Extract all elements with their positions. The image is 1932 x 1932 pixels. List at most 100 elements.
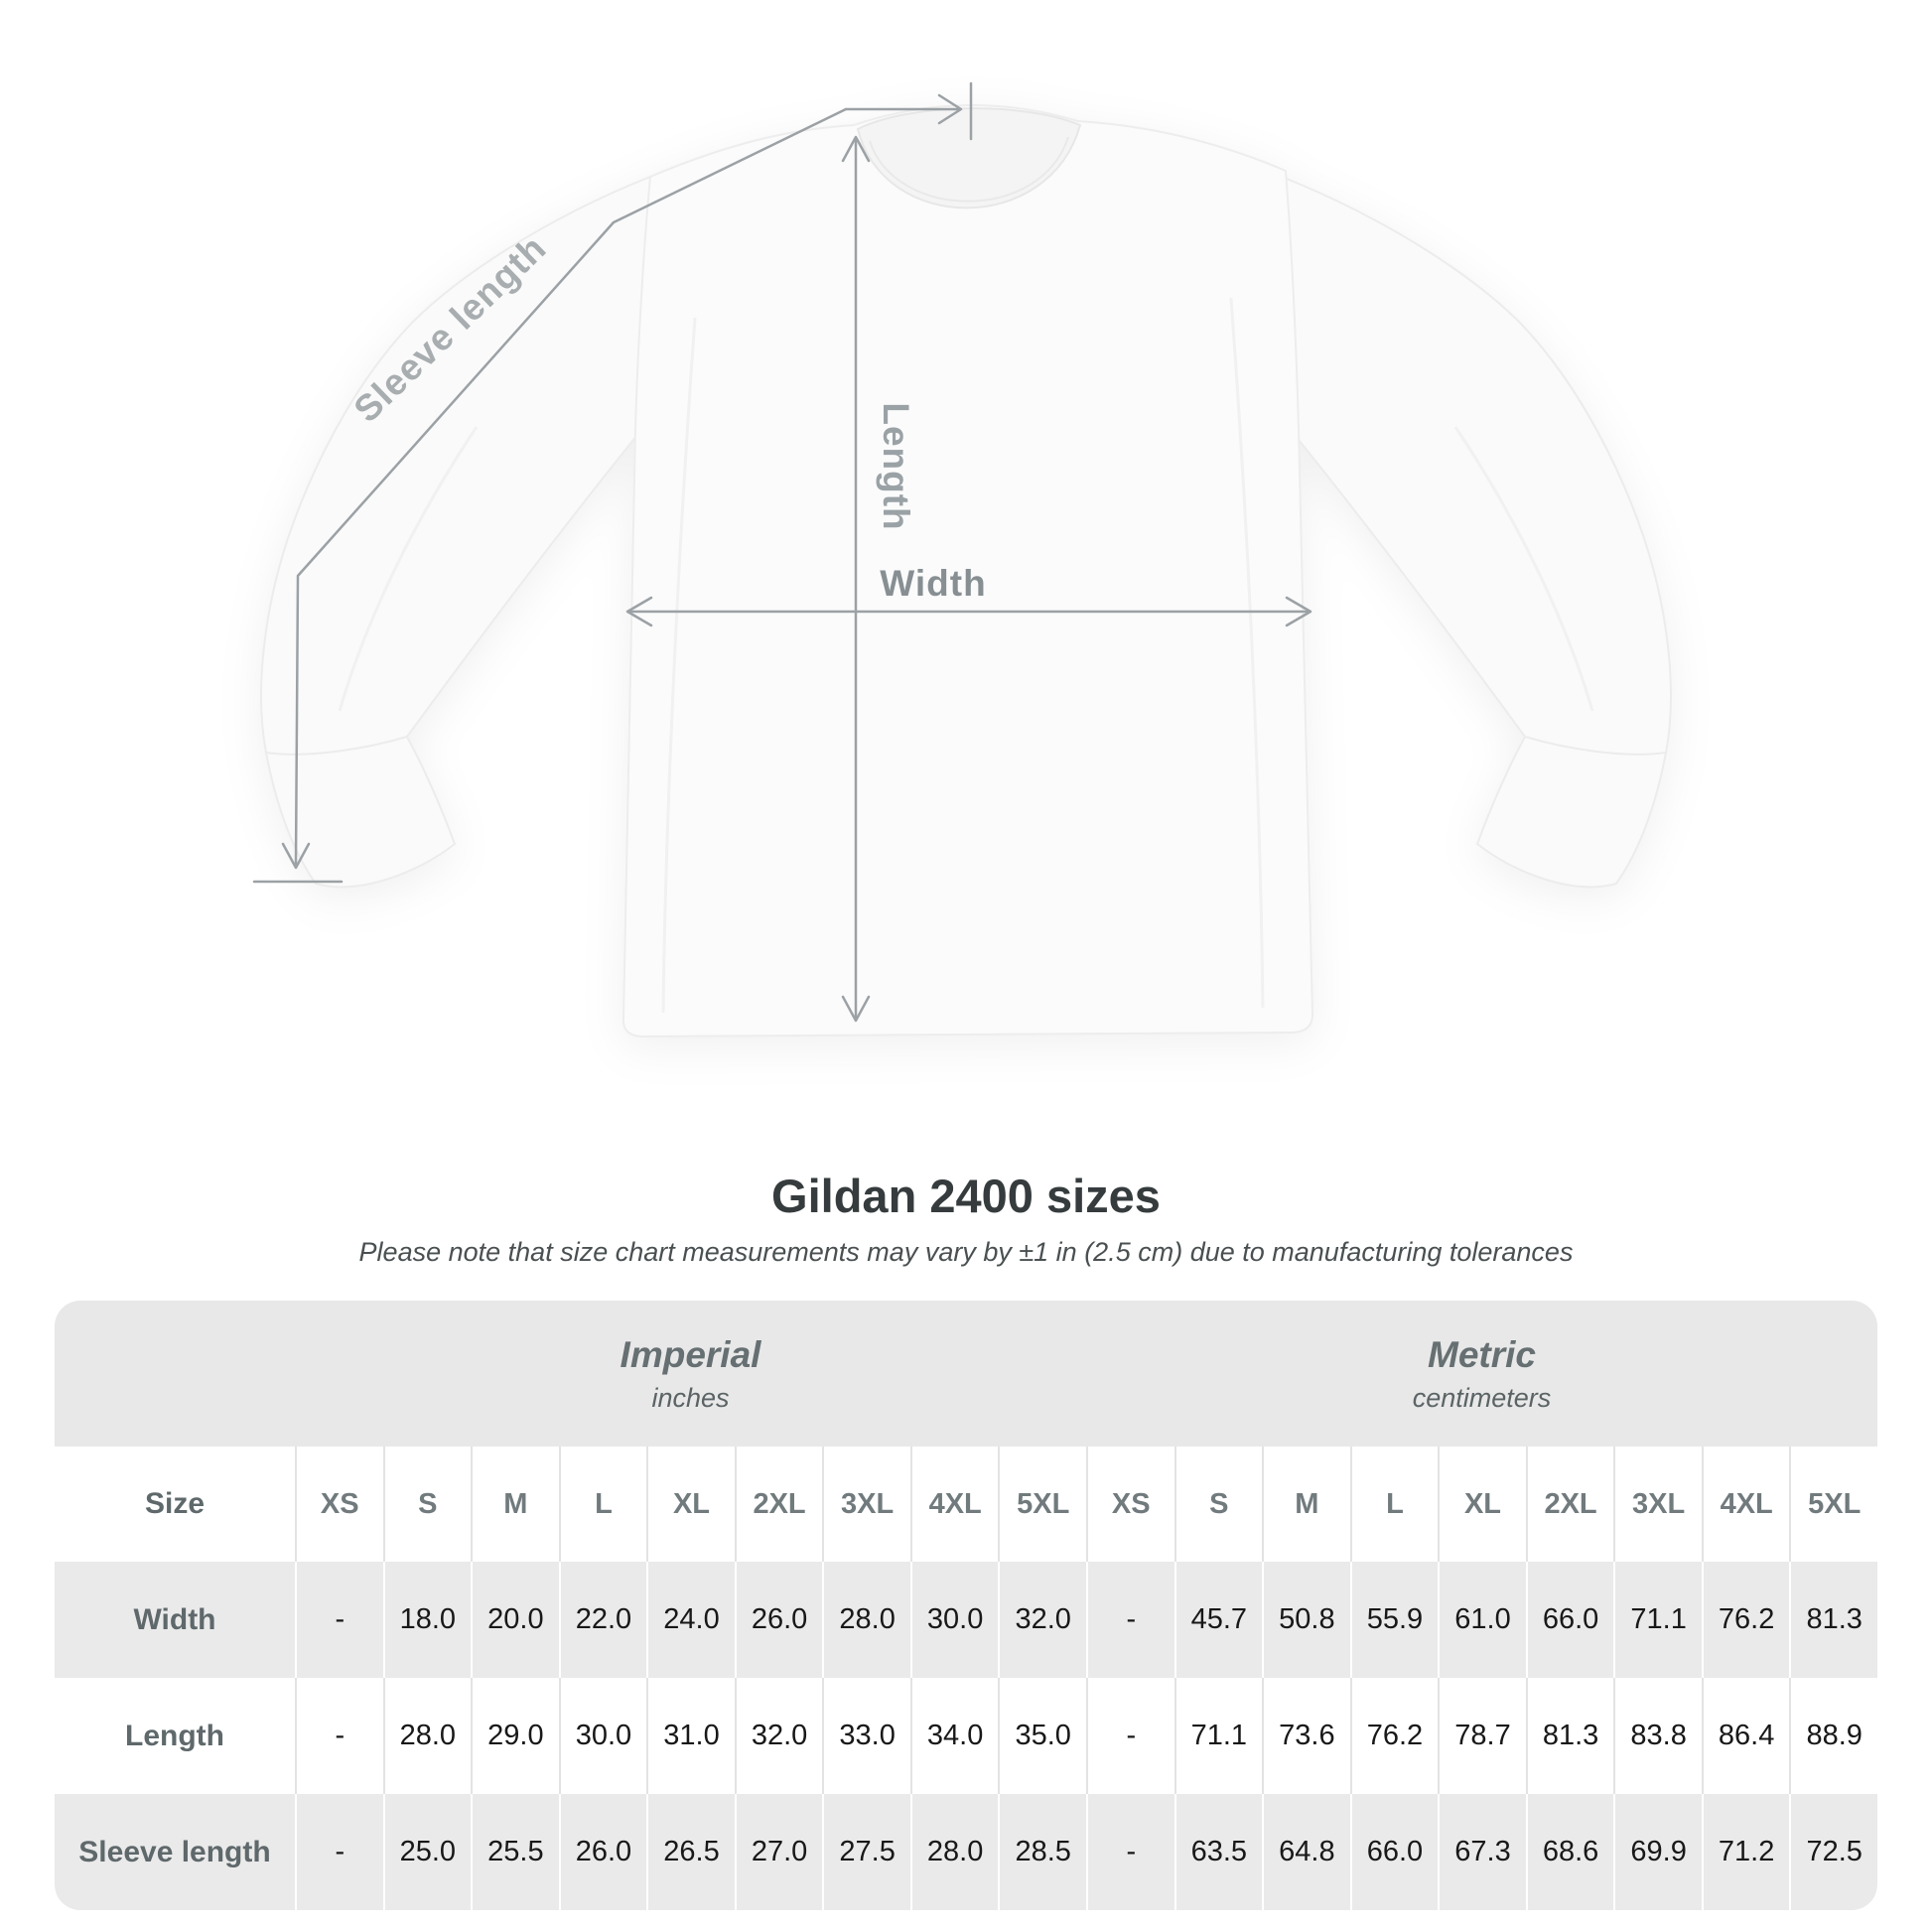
col-header-imp-s: S [382,1447,472,1562]
width-imp-xl: 24.0 [646,1562,735,1678]
width-arrow-left [625,596,653,627]
shirt-collar-rib [869,136,1069,203]
metric-title: Metric [1428,1333,1536,1375]
col-header-met-xl: XL [1438,1447,1526,1562]
col-header-met-l: L [1349,1447,1439,1562]
row-label-width: Width [133,1602,216,1636]
width-arrow-right [1285,596,1312,627]
sleeve-crease-right [1453,426,1594,712]
col-header-imp-xl: XL [646,1447,735,1562]
sleeve-imp-m: 25.5 [471,1794,559,1910]
length-imp-3xl: 33.0 [822,1678,910,1794]
width-met-3xl: 71.1 [1613,1562,1702,1678]
width-met-m: 50.8 [1262,1562,1350,1678]
length-met-2xl: 81.3 [1525,1678,1614,1794]
units-header-band: Imperial inches Metric centimeters [55,1301,1877,1447]
body-crease-left [661,317,697,1014]
width-met-s: 45.7 [1173,1562,1263,1678]
col-header-imp-4xl: 4XL [909,1447,999,1562]
col-header-imp-l: L [558,1447,647,1562]
sleeve-imp-3xl: 27.5 [822,1794,910,1910]
length-imp-s: 28.0 [382,1678,472,1794]
length-met-xs: - [1086,1678,1174,1794]
width-met-5xl: 81.3 [1789,1562,1877,1678]
length-imp-4xl: 34.0 [909,1678,999,1794]
tolerance-note: Please note that size chart measurements… [358,1237,1574,1267]
length-met-l: 76.2 [1349,1678,1439,1794]
imperial-group-header: Imperial inches [295,1333,1086,1415]
right-cuff-seam [1524,736,1667,756]
length-met-4xl: 86.4 [1701,1678,1790,1794]
left-cuff-seam [265,736,408,756]
length-imp-m: 29.0 [471,1678,559,1794]
length-met-3xl: 83.8 [1613,1678,1702,1794]
imperial-title: Imperial [620,1333,761,1375]
length-met-xl: 78.7 [1438,1678,1526,1794]
sleeve-crease-left [338,426,479,712]
width-imp-2xl: 26.0 [734,1562,823,1678]
sleeve-measure-diagonal [294,107,848,866]
measurement-lines [252,81,1312,1023]
col-header-met-2xl: 2XL [1525,1447,1614,1562]
length-arrow-down [841,995,871,1023]
width-met-4xl: 76.2 [1701,1562,1790,1678]
sleeve-imp-l: 26.0 [558,1794,647,1910]
sleeve-met-xs: - [1086,1794,1174,1910]
col-header-met-5xl: 5XL [1789,1447,1877,1562]
width-imp-s: 18.0 [382,1562,472,1678]
size-chart-table: Imperial inches Metric centimeters Size … [55,1301,1877,1910]
width-label: Width [880,563,986,604]
length-met-s: 71.1 [1173,1678,1263,1794]
sleeve-imp-xs: - [295,1794,383,1910]
width-imp-4xl: 30.0 [909,1562,999,1678]
table-row-width: Width - 18.0 20.0 22.0 24.0 26.0 28.0 30… [55,1562,1877,1678]
sleeve-imp-xl: 26.5 [646,1794,735,1910]
shirt-illustration [259,104,1673,1038]
length-imp-xs: - [295,1678,383,1794]
shirt-right-sleeve [1280,175,1673,889]
length-imp-xl: 31.0 [646,1678,735,1794]
length-met-5xl: 88.9 [1789,1678,1877,1794]
length-imp-l: 30.0 [558,1678,647,1794]
sleeve-measure-arrow-right [937,93,963,125]
sleeve-met-l: 66.0 [1349,1794,1439,1910]
col-header-imp-2xl: 2XL [734,1447,823,1562]
sleeve-imp-5xl: 28.5 [998,1794,1086,1910]
imperial-unit: inches [651,1382,730,1413]
size-header-row: Size XS S M L XL 2XL 3XL 4XL 5XL XS S M … [55,1447,1877,1562]
width-met-xl: 61.0 [1438,1562,1526,1678]
body-crease-right [1229,297,1265,1009]
sleeve-imp-s: 25.0 [382,1794,472,1910]
length-met-m: 73.6 [1262,1678,1350,1794]
shirt-collar [856,107,1082,209]
col-header-imp-xs: XS [295,1447,383,1562]
metric-group-header: Metric centimeters [1086,1333,1877,1415]
metric-unit: centimeters [1412,1382,1552,1413]
length-arrow-up [841,135,871,163]
row-label-sleeve-length: Sleeve length [78,1835,271,1868]
col-header-imp-m: M [471,1447,559,1562]
sleeve-met-xl: 67.3 [1438,1794,1526,1910]
sleeve-met-s: 63.5 [1173,1794,1263,1910]
shirt-body [621,104,1314,1038]
table-row-length: Length - 28.0 29.0 30.0 31.0 32.0 33.0 3… [55,1678,1877,1794]
sleeve-imp-2xl: 27.0 [734,1794,823,1910]
length-imp-2xl: 32.0 [734,1678,823,1794]
col-header-met-xs: XS [1086,1447,1174,1562]
row-label-length: Length [125,1719,224,1752]
width-imp-3xl: 28.0 [822,1562,910,1678]
width-imp-5xl: 32.0 [998,1562,1086,1678]
size-header-cell: Size [144,1487,206,1520]
sleeve-met-2xl: 68.6 [1525,1794,1614,1910]
sleeve-met-3xl: 69.9 [1613,1794,1702,1910]
sleeve-met-5xl: 72.5 [1789,1794,1877,1910]
width-met-xs: - [1086,1562,1174,1678]
page-title: Gildan 2400 sizes [771,1170,1161,1222]
col-header-met-m: M [1262,1447,1350,1562]
sleeve-imp-4xl: 28.0 [909,1794,999,1910]
sleeve-met-4xl: 71.2 [1701,1794,1790,1910]
shirt-measurement-diagram: Sleeve length Length Width [252,81,1673,1038]
length-imp-5xl: 35.0 [998,1678,1086,1794]
col-header-met-4xl: 4XL [1701,1447,1790,1562]
shirt-left-sleeve [259,175,652,889]
